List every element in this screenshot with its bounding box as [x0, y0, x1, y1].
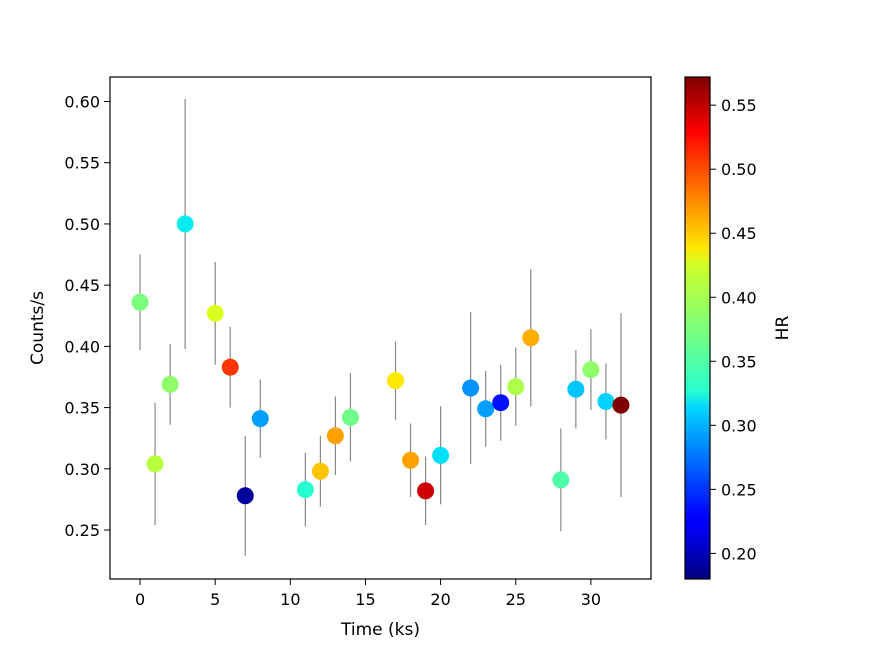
x-axis-ticks: 0 5 10 15 20 25 30 — [135, 579, 601, 609]
data-point — [311, 462, 329, 480]
colorbar-tick-label: 0.45 — [721, 224, 757, 243]
colorbar-label: HR — [773, 316, 793, 341]
y-tick-label: 0.45 — [64, 276, 100, 295]
y-tick-label: 0.30 — [64, 460, 100, 479]
y-tick-label: 0.35 — [64, 399, 100, 418]
data-point — [567, 380, 585, 398]
colorbar-tick-label: 0.50 — [721, 160, 757, 179]
data-point — [417, 482, 435, 500]
data-point — [597, 392, 615, 410]
data-point — [176, 215, 194, 233]
colorbar-tick-label: 0.25 — [721, 480, 757, 499]
y-tick-label: 0.55 — [64, 154, 100, 173]
x-tick-label: 5 — [210, 590, 220, 609]
data-point — [387, 372, 405, 390]
data-point — [402, 451, 420, 469]
data-point — [507, 378, 525, 396]
data-point — [582, 361, 600, 379]
y-axis-label: Counts/s — [28, 291, 48, 365]
x-tick-label: 15 — [355, 590, 375, 609]
data-point — [206, 304, 224, 322]
marker-group — [131, 215, 630, 505]
x-tick-label: 25 — [506, 590, 526, 609]
y-axis-ticks: 0.25 0.30 0.35 0.40 0.45 0.50 0.55 0.60 — [64, 92, 110, 540]
data-point — [341, 408, 359, 426]
data-point — [477, 400, 495, 418]
y-tick-label: 0.60 — [64, 92, 100, 111]
data-point — [492, 394, 510, 412]
data-point — [326, 427, 344, 445]
data-point — [221, 358, 239, 376]
colorbar-tick-label: 0.30 — [721, 416, 757, 435]
colorbar-tick-label: 0.20 — [721, 544, 757, 563]
data-point — [146, 455, 164, 473]
colorbar-tick-label: 0.35 — [721, 352, 757, 371]
x-tick-label: 30 — [581, 590, 601, 609]
colorbar — [685, 77, 710, 579]
colorbar-tick-label: 0.40 — [721, 288, 757, 307]
x-axis-label: Time (ks) — [340, 620, 420, 640]
axes-frame — [109, 76, 652, 580]
plot-area — [131, 99, 630, 556]
data-point — [161, 375, 179, 393]
data-point — [432, 446, 450, 464]
data-point — [131, 293, 149, 311]
x-tick-label: 10 — [280, 590, 300, 609]
y-tick-label: 0.25 — [64, 521, 100, 540]
colorbar-ticks: 0.20 0.25 0.30 0.35 0.40 0.45 0.50 0.55 — [710, 96, 757, 563]
x-tick-label: 20 — [430, 590, 450, 609]
data-point — [251, 410, 269, 428]
data-point — [462, 379, 480, 397]
colorbar-tick-label: 0.55 — [721, 96, 757, 115]
data-point — [296, 481, 314, 499]
data-point — [522, 329, 540, 347]
data-point — [552, 471, 570, 489]
data-point — [236, 487, 254, 505]
y-tick-label: 0.40 — [64, 337, 100, 356]
x-tick-label: 0 — [135, 590, 145, 609]
y-tick-label: 0.50 — [64, 215, 100, 234]
colorbar-frame — [684, 76, 711, 580]
data-point — [612, 396, 630, 414]
